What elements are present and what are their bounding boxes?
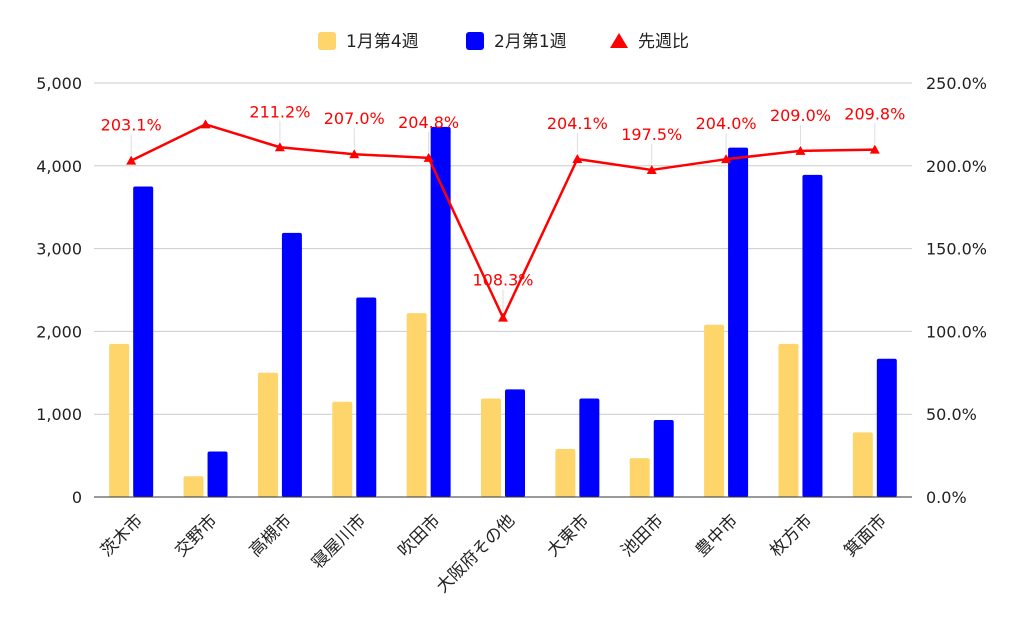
ratio-marker	[200, 119, 211, 129]
ratio-marker	[126, 155, 137, 165]
legend-label: 2月第1週	[494, 32, 567, 52]
legend-label: 先週比	[638, 32, 689, 52]
x-tick-label: 大東市	[543, 511, 593, 561]
y-tick-label-right: 100.0%	[926, 322, 987, 341]
bar	[332, 401, 353, 497]
bar	[778, 343, 799, 497]
bar	[356, 297, 377, 497]
ratio-marker	[646, 164, 657, 174]
ratio-marker	[795, 145, 806, 155]
bar	[704, 324, 725, 497]
bar	[430, 126, 451, 497]
bar	[481, 398, 501, 497]
bar	[629, 458, 650, 497]
legend-swatch	[466, 32, 484, 50]
ratio-marker	[349, 149, 360, 159]
data-label: 209.0%	[770, 106, 831, 125]
legend: 1月第4週 2月第1週 先週比	[318, 32, 689, 52]
x-tick-label: 大阪府その他	[433, 511, 519, 597]
y-tick-label-left: 4,000	[36, 157, 82, 176]
legend-swatch	[610, 33, 628, 48]
bar	[109, 343, 130, 497]
data-labels: 203.1% 211.2% 207.0% 204.8% 108.3% 204.1% 197.…	[101, 102, 905, 312]
ratio-marker	[498, 312, 508, 322]
bar	[257, 372, 278, 497]
bar	[207, 451, 228, 497]
bar	[653, 419, 674, 497]
bar	[183, 476, 204, 497]
y-tick-label-right: 0.0%	[926, 488, 967, 507]
data-label: 204.8%	[398, 113, 459, 132]
bar	[406, 313, 427, 497]
data-label: 204.1%	[547, 114, 608, 133]
bar	[579, 398, 600, 497]
legend-swatch	[318, 32, 336, 50]
bar	[505, 389, 525, 497]
data-label: 209.8%	[844, 105, 905, 124]
y-tick-label-left: 2,000	[36, 322, 82, 341]
x-tick-label: 豊中市	[692, 511, 742, 561]
y-tick-label-left: 3,000	[36, 240, 82, 259]
x-tick-label: 高槻市	[246, 511, 296, 561]
x-tick-label: 箕面市	[841, 511, 891, 561]
x-tick-label: 吹田市	[394, 511, 444, 561]
x-tick-label: 交野市	[171, 511, 221, 561]
legend-label: 1月第4週	[346, 32, 419, 52]
data-label: 197.5%	[621, 125, 682, 144]
bars	[94, 126, 912, 498]
data-label: 211.2%	[249, 102, 310, 121]
ratio-marker	[721, 154, 732, 164]
data-label: 108.3%	[472, 271, 533, 290]
y-tick-label-left: 1,000	[36, 405, 82, 424]
x-tick-label: 寝屋川市	[307, 510, 370, 573]
bar	[555, 448, 576, 497]
x-tick-label: 茨木市	[97, 511, 147, 561]
ratio-marker	[423, 152, 434, 162]
data-label: 204.0%	[696, 114, 757, 133]
y-tick-label-right: 250.0%	[926, 74, 987, 93]
bar	[802, 174, 823, 497]
y-tick-label-left: 0	[72, 488, 82, 507]
ratio-marker	[572, 154, 583, 164]
bar	[728, 147, 749, 498]
data-label: 203.1%	[101, 116, 162, 135]
y-axis-right: 0.0% 50.0% 100.0% 150.0% 200.0% 250.0%	[926, 74, 987, 507]
y-tick-label-left: 5,000	[36, 74, 82, 93]
y-tick-label-right: 50.0%	[926, 405, 977, 424]
data-label: 207.0%	[324, 109, 385, 128]
ratio-line	[126, 119, 880, 322]
y-tick-label-right: 150.0%	[926, 240, 987, 259]
bar	[852, 432, 873, 497]
bar	[133, 186, 154, 497]
x-tick-label: 枚方市	[766, 511, 816, 561]
y-axis-left: 0 1,000 2,000 3,000 4,000 5,000	[36, 74, 82, 507]
ratio-marker	[869, 144, 880, 154]
bar	[876, 358, 897, 497]
y-tick-label-right: 200.0%	[926, 157, 987, 176]
x-tick-label: 池田市	[617, 511, 667, 561]
ratio-marker	[274, 142, 285, 152]
bar	[281, 232, 302, 498]
